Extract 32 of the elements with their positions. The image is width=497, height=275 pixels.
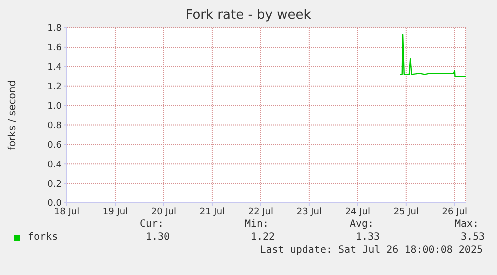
text: Cur:: [138, 219, 166, 230]
chart-title: Fork rate - by week: [184, 8, 312, 23]
x-tick-label: 22 Jul: [248, 207, 274, 218]
text: 1.33: [354, 232, 382, 243]
x-tick-label: 26 Jul: [442, 207, 468, 218]
x-tick-label: 23 Jul: [296, 207, 322, 218]
legend-label: forks: [28, 232, 58, 243]
y-tick-label: 0.8: [48, 121, 62, 132]
y-tick-label: 0.2: [48, 180, 62, 190]
x-tick-label: 18 Jul: [54, 207, 80, 218]
x-tick-label: 25 Jul: [394, 207, 419, 218]
y-tick-label: 1.4: [48, 63, 62, 74]
text: 3.53: [460, 232, 486, 243]
y-tick-label: 1.8: [48, 24, 62, 34]
text: Max:: [454, 219, 480, 230]
y-tick-label: 1.6: [48, 44, 62, 54]
y-tick-label: 1.0: [48, 102, 62, 112]
line-series: [400, 34, 466, 78]
y-tick-label: 0.6: [48, 140, 62, 151]
text: Min:: [244, 219, 270, 230]
y-tick-label: 1.2: [48, 82, 62, 93]
text: 1.30: [144, 232, 172, 243]
x-tick-label: 24 Jul: [345, 207, 370, 218]
y-tick-label: 0.4: [48, 160, 62, 170]
text: Last update: Sat Jul 26 18:00:08 2025: [260, 245, 483, 256]
x-tick-label: 19 Jul: [102, 207, 128, 218]
text: Avg:: [348, 219, 376, 230]
y-tick-label: 0.0: [48, 199, 62, 210]
x-tick-label: 20 Jul: [151, 207, 177, 218]
x-tick-label: 21 Jul: [200, 207, 226, 218]
y-axis-title: forks / second: [8, 80, 19, 151]
text: 1.22: [250, 232, 276, 243]
